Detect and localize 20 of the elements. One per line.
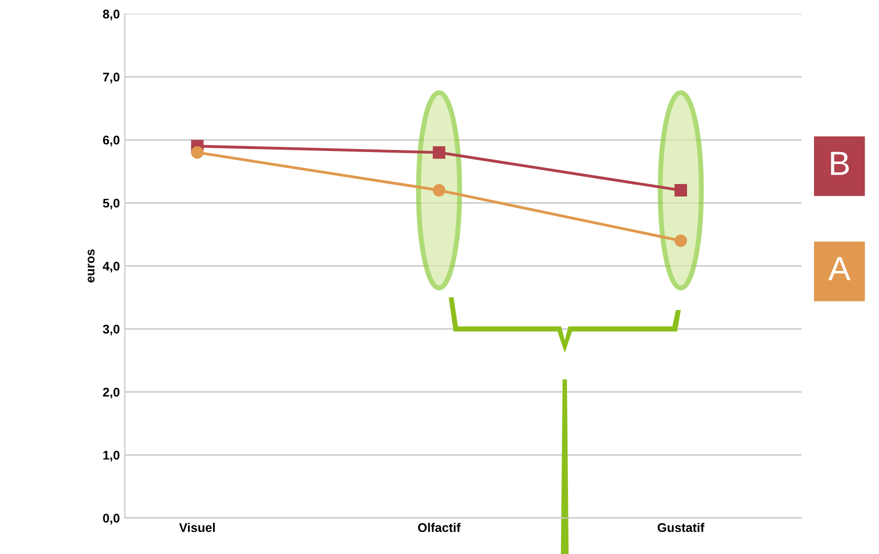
y-tick-label: 8,0 [102, 10, 120, 20]
y-tick-label: 1,0 [103, 450, 120, 462]
text: B [831, 152, 849, 175]
y-tick-label: 0,0 [103, 514, 120, 524]
y-axis-title: euros [88, 249, 95, 282]
x-tick-label: Olfactif [418, 522, 461, 532]
y-tick-label: 5,0 [102, 198, 120, 210]
text: A [828, 257, 850, 280]
y-tick-label: 4,0 [102, 262, 120, 272]
x-tick-label: Visuel [179, 522, 215, 532]
y-tick-label: 7,0 [103, 72, 120, 84]
y-tick-label: 3,0 [102, 324, 120, 336]
y-tick-label: 6,0 [103, 136, 120, 146]
point [432, 184, 446, 197]
point [191, 146, 204, 159]
point [674, 234, 688, 247]
point [432, 146, 446, 159]
x-tick-label: Gustatif [658, 522, 704, 532]
y-tick-label: 2,0 [103, 388, 120, 398]
point [674, 184, 688, 197]
